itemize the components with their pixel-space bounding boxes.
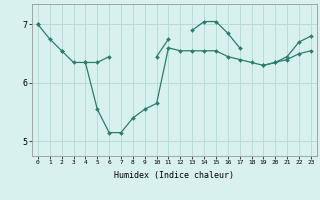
X-axis label: Humidex (Indice chaleur): Humidex (Indice chaleur) xyxy=(115,171,234,180)
